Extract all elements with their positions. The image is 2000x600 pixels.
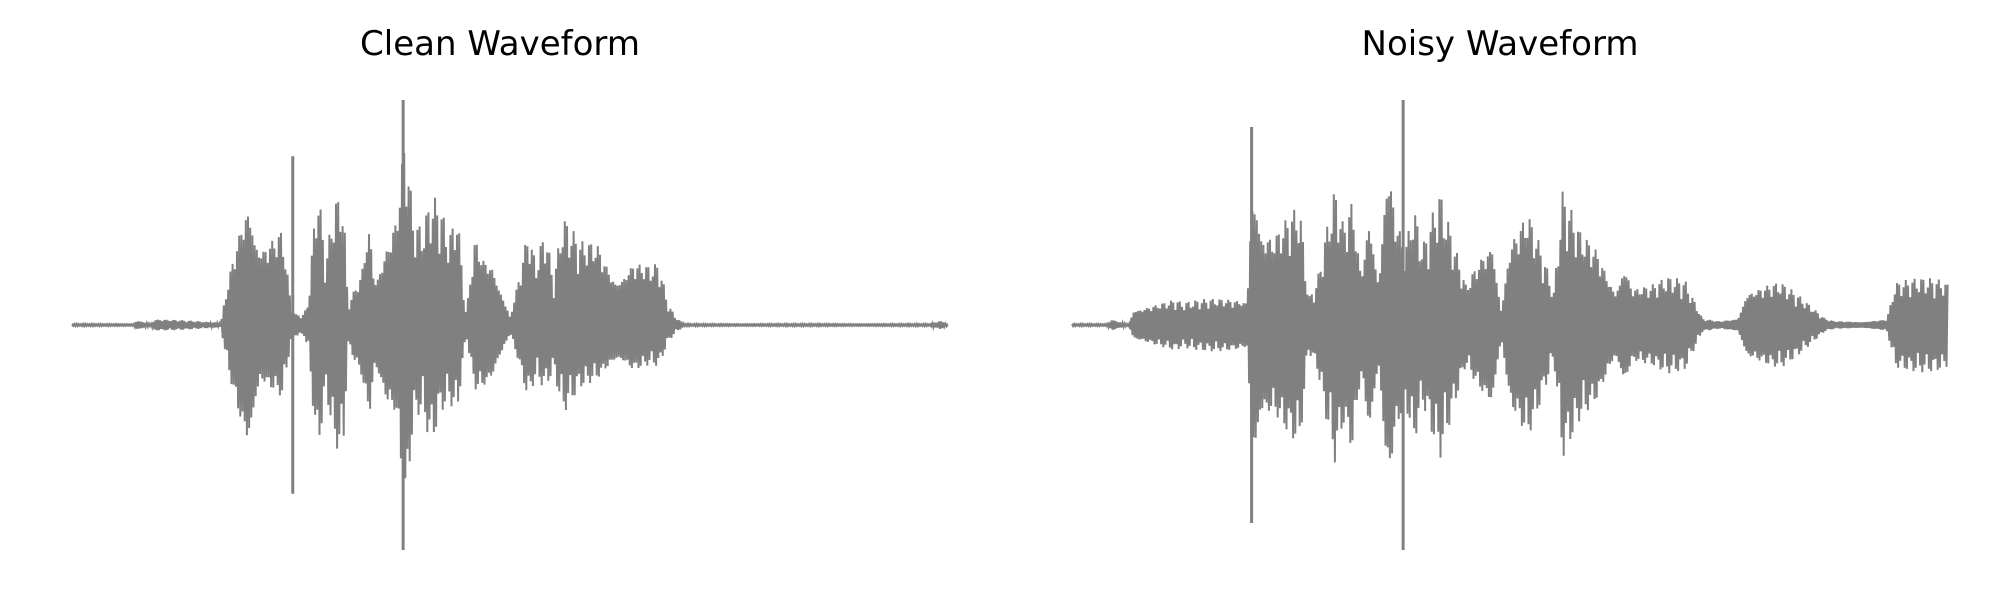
noisy-waveform-panel: Noisy Waveform: [1000, 0, 2000, 600]
waveform-line: [71, 152, 949, 494]
clean-waveform-title: Clean Waveform: [360, 24, 640, 64]
clean-waveform-plot: [71, 100, 949, 550]
clean-waveform-panel: Clean Waveform: [71, 24, 949, 550]
noisy-waveform-plot: [1071, 100, 1949, 550]
noisy-waveform-title: Noisy Waveform: [1361, 24, 1639, 64]
waveform-line: [1071, 191, 1949, 463]
